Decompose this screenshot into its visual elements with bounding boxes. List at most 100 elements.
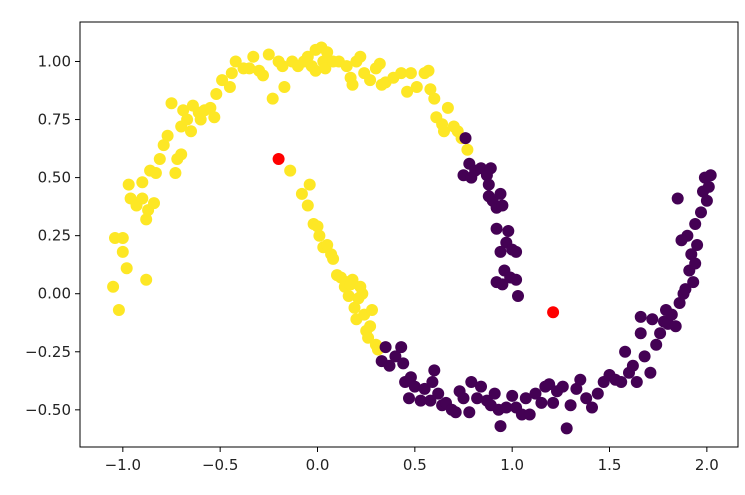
data-point [301,199,314,212]
data-point [408,380,421,393]
data-point [438,125,450,138]
data-point [704,169,717,182]
data-point [340,60,353,73]
data-point [488,387,501,400]
data-point [321,239,334,251]
data-point [519,392,532,405]
data-point [157,139,170,152]
data-point [373,57,386,70]
data-point [494,187,507,200]
data-point [484,162,497,175]
y-tick-label: 0.00 [38,285,71,303]
data-point [257,69,269,82]
data-point [560,422,573,435]
x-axis: −1.0 −0.5 0.0 0.5 1.0 1.5 2.0 [105,447,719,474]
data-point [319,62,332,75]
data-point [673,297,686,309]
data-point [459,132,472,145]
data-point [512,290,524,302]
data-point [383,359,396,372]
data-point [397,357,410,370]
data-point [702,180,715,193]
data-point [691,239,704,251]
data-point [634,327,647,340]
data-point [547,306,560,319]
chart-marks [107,41,717,435]
data-point [441,101,454,114]
data-point [644,366,657,379]
x-tick-label: −1.0 [105,456,141,474]
data-point [122,178,135,191]
data-point [395,341,408,354]
data-point [266,92,279,105]
data-point [424,83,437,96]
data-point [650,338,663,351]
data-point [556,380,569,393]
data-point [490,222,503,235]
data-point [506,389,519,402]
data-point [311,220,324,233]
data-point [243,62,256,75]
data-point [634,310,647,323]
x-tick-label: 1.5 [598,456,622,474]
data-point [461,143,474,156]
data-point [120,262,133,275]
data-point [646,313,659,326]
plot-frame [79,21,739,448]
data-point [414,394,427,407]
data-point [574,373,587,386]
data-point [510,273,523,286]
data-point [346,78,359,91]
data-point [675,234,688,247]
data-point [362,331,375,344]
data-point [116,232,129,244]
data-point [689,257,702,270]
data-point [247,50,260,63]
data-point [327,252,340,265]
data-point [140,213,153,226]
data-point [175,148,188,161]
data-point [500,401,513,414]
data-point [262,48,275,61]
data-point [654,327,667,340]
data-point [418,382,431,395]
y-tick-label: 1.00 [38,52,71,70]
y-tick-label: 0.50 [38,169,71,187]
data-point [149,167,162,179]
data-point [229,55,242,68]
data-point [638,350,651,363]
data-point [510,245,523,258]
data-point [185,125,197,138]
data-point [223,81,236,93]
data-point [626,359,639,372]
data-point [344,278,357,291]
data-point [471,392,484,405]
data-point [107,280,120,293]
data-point [210,88,223,100]
data-point [432,387,445,400]
data-point [580,392,593,405]
data-point [591,387,604,400]
data-point [161,129,174,142]
data-point [354,50,367,63]
data-point [669,320,682,333]
data-point [354,280,367,293]
data-point [465,376,478,388]
data-point [570,382,583,395]
data-point [449,406,462,419]
data-point [494,420,507,433]
data-point [679,283,692,296]
data-point [165,97,178,110]
data-point [364,320,377,333]
y-axis: −0.50 −0.25 0.00 0.25 0.50 0.75 1.00 [25,52,80,419]
data-point [630,376,643,388]
data-point [482,178,495,191]
data-point [687,276,700,289]
data-point [177,104,190,117]
data-point [403,392,415,405]
data-point [303,178,316,191]
data-point [502,225,515,237]
x-tick-label: 1.0 [500,456,524,474]
data-point [685,248,698,261]
